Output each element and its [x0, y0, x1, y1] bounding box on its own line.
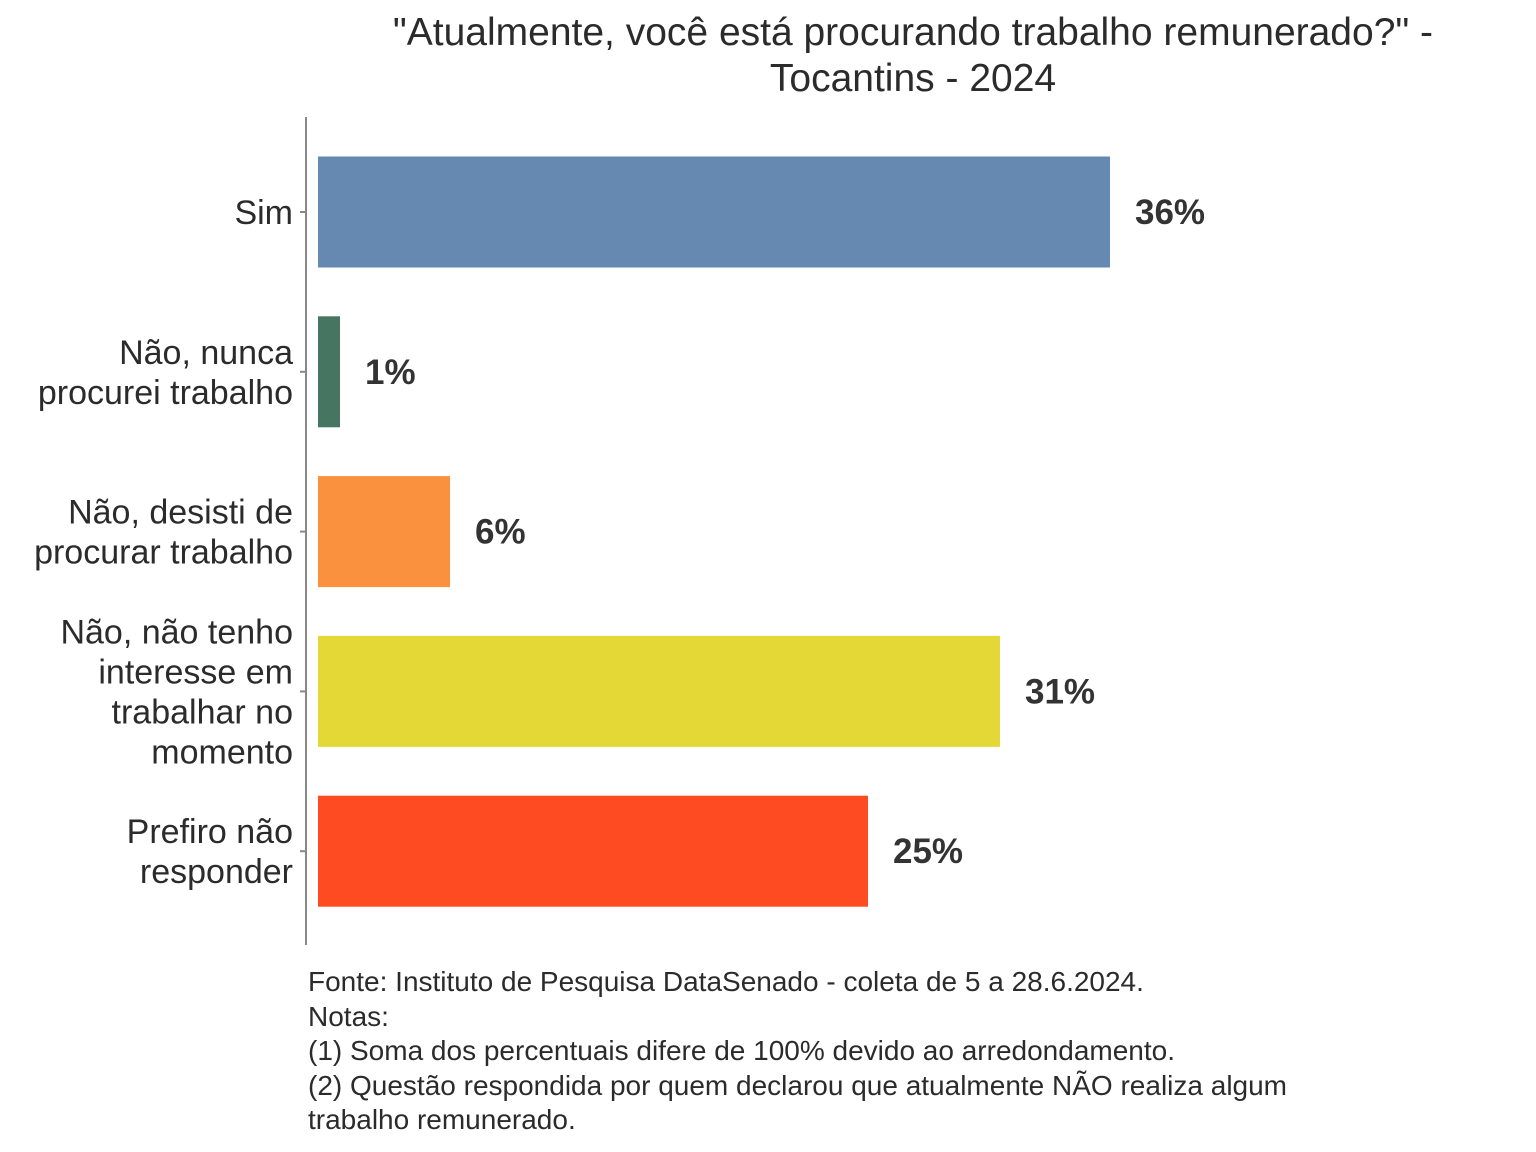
category-label-line: trabalhar no [112, 693, 293, 731]
source-line: Fonte: Instituto de Pesquisa DataSenado … [308, 966, 1144, 997]
category-label-line: procurar trabalho [34, 534, 293, 572]
value-label: 31% [1025, 672, 1095, 711]
value-label: 25% [893, 832, 963, 871]
category-label-line: Não, nunca [119, 334, 293, 372]
bar [318, 156, 1110, 268]
chart-title: "Atualmente, você está procurando trabal… [300, 10, 1526, 102]
category-label: Não, desisti de procurar trabalho [34, 494, 293, 572]
category-label: Sim [234, 194, 293, 232]
category-label-line: responder [140, 853, 293, 891]
category-label: Prefiro não responder [127, 813, 293, 891]
note-2-cont: trabalho remunerado. [308, 1104, 576, 1135]
bar [318, 795, 868, 907]
chart-title-line: "Atualmente, você está procurando trabal… [392, 11, 1434, 54]
note-1: (1) Soma dos percentuais difere de 100% … [308, 1035, 1175, 1066]
category-label-line: Não, desisti de [68, 494, 293, 532]
bar [318, 476, 450, 588]
bar [318, 316, 340, 428]
category-label: Não, não tenho interesse em trabalhar no mo… [60, 613, 293, 771]
category-label-line: Sim [234, 194, 293, 232]
category-label-line: procurei trabalho [38, 374, 293, 412]
value-label: 1% [365, 353, 416, 392]
note-2: (2) Questão respondida por quem declarou… [308, 1069, 1288, 1101]
bar [318, 635, 1000, 747]
category-label-line: Prefiro não [127, 813, 293, 851]
notes-heading: Notas: [308, 1000, 389, 1032]
category-label-line: momento [151, 733, 293, 771]
category-label-line: interesse em [98, 653, 293, 691]
value-label: 6% [475, 513, 526, 552]
source-notes: Fonte: Instituto de Pesquisa DataSenado … [308, 965, 1508, 1138]
category-label: Não, nunca procurei trabalho [38, 334, 293, 412]
chart-title-line: Tocantins - 2024 [769, 57, 1057, 100]
value-label: 36% [1135, 193, 1205, 232]
category-label-line: Não, não tenho [60, 613, 293, 651]
